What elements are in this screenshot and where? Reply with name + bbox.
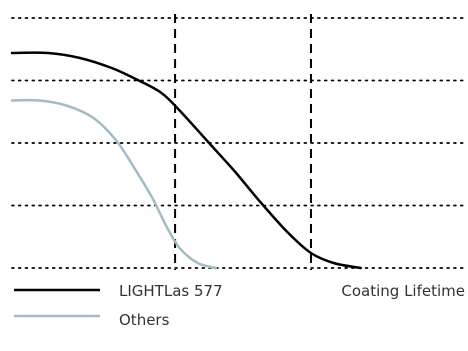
series-layer [10, 51, 363, 270]
reference-lines-layer [174, 14, 312, 270]
legend-label-lightlas-577: LIGHTLas 577 [119, 282, 223, 300]
series-line-others [10, 98, 218, 270]
legend: LIGHTLas 577 Others [14, 282, 223, 329]
x-axis-note: Coating Lifetime [341, 282, 465, 300]
series-line-lightlas-577 [10, 51, 363, 270]
legend-label-others: Others [119, 311, 170, 329]
grid-layer [11, 17, 466, 269]
